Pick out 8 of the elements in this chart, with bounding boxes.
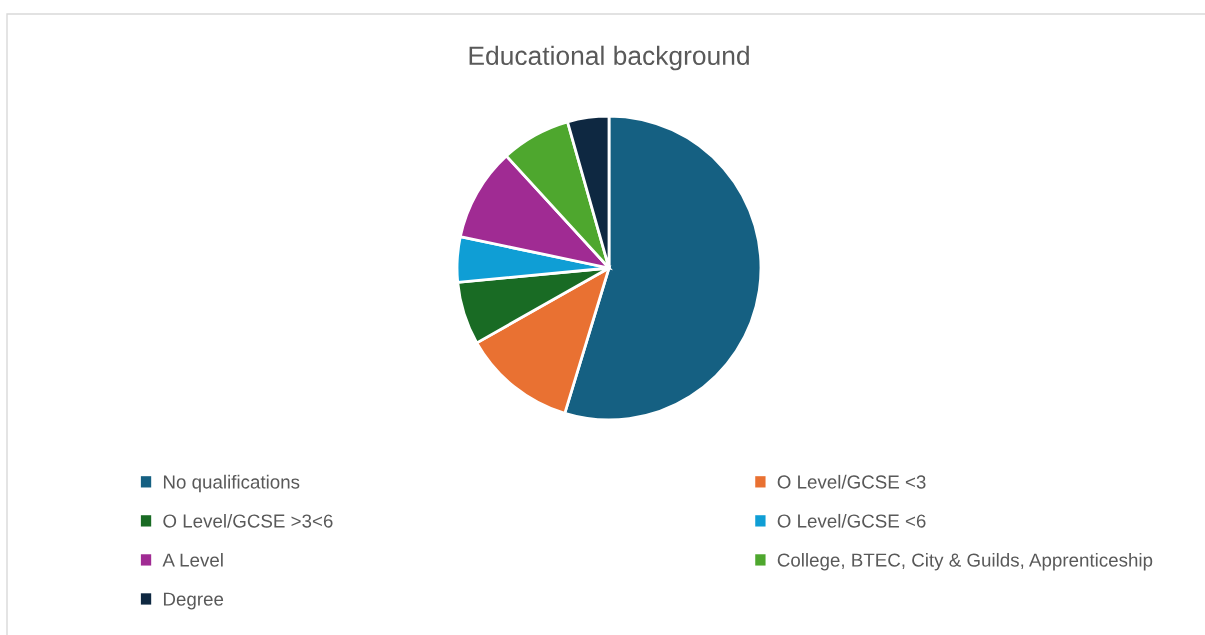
- legend-label: O Level/GCSE >3<6: [163, 513, 333, 528]
- legend-label: College, BTEC, City & Guilds, Apprenticeship: [777, 552, 1153, 571]
- legend-label: O Level/GCSE <6: [777, 513, 926, 528]
- chart-title: Educational background: [469, 45, 749, 71]
- legend-label: A Level: [162, 552, 223, 567]
- legend-label: O Level/GCSE <3: [777, 474, 926, 489]
- legend-label: No qualifications: [163, 474, 300, 493]
- legend-label: Degree: [163, 592, 224, 610]
